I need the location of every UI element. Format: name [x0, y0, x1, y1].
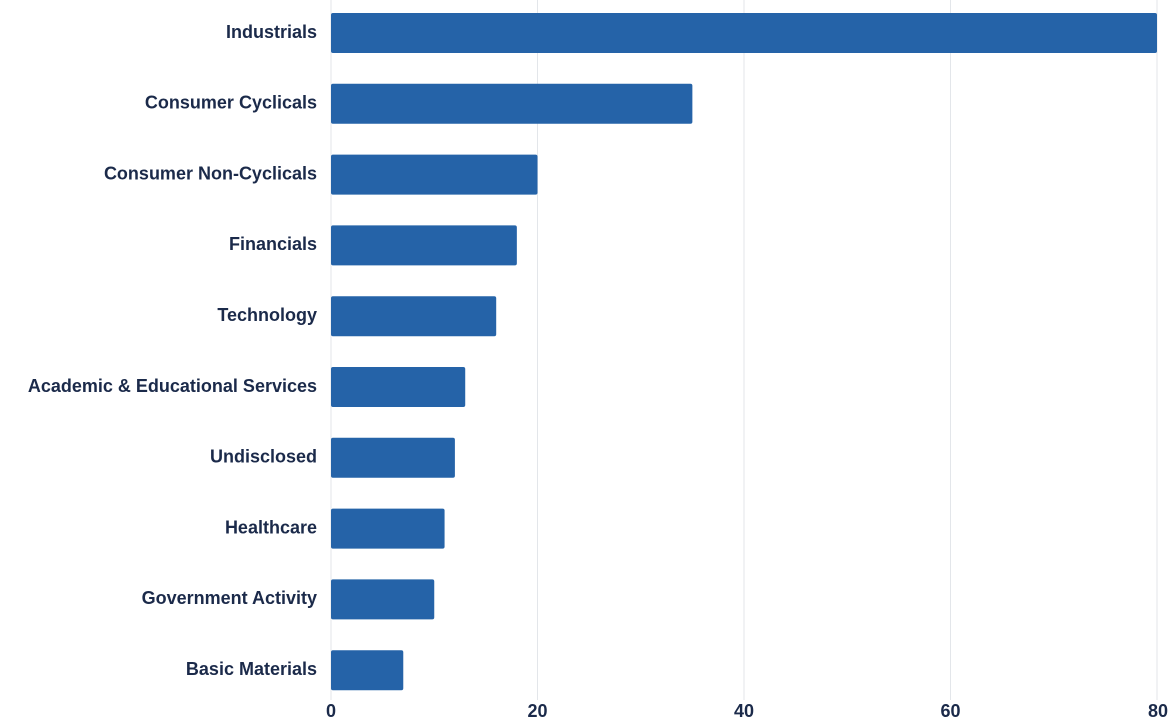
category-label: Academic & Educational Services [28, 376, 317, 396]
bar [331, 508, 445, 549]
category-label: Financials [229, 234, 317, 254]
x-tick-label: 80 [1148, 701, 1168, 718]
category-label: Government Activity [142, 588, 317, 608]
bar [331, 225, 517, 266]
category-label: Industrials [226, 22, 317, 42]
bars [331, 13, 1157, 691]
bar [331, 437, 455, 478]
category-label: Consumer Cyclicals [145, 93, 317, 113]
bar [331, 154, 538, 195]
category-label: Basic Materials [186, 659, 317, 679]
x-tick-label: 60 [940, 701, 960, 718]
category-label: Undisclosed [210, 447, 317, 467]
category-label: Consumer Non-Cyclicals [104, 163, 317, 183]
bar [331, 650, 404, 691]
category-label: Technology [217, 305, 317, 325]
bar [331, 296, 497, 337]
bar [331, 83, 693, 124]
x-tick-label: 0 [326, 701, 336, 718]
category-label: Healthcare [225, 517, 317, 537]
x-tick-label: 20 [527, 701, 547, 718]
bar [331, 579, 435, 620]
category-labels: Industrials Consumer Cyclicals Consumer No… [28, 22, 317, 679]
bar [331, 13, 1157, 53]
x-axis-ticks: 0 20 40 60 80 [326, 701, 1168, 718]
bar [331, 367, 466, 407]
x-tick-label: 40 [734, 701, 754, 718]
